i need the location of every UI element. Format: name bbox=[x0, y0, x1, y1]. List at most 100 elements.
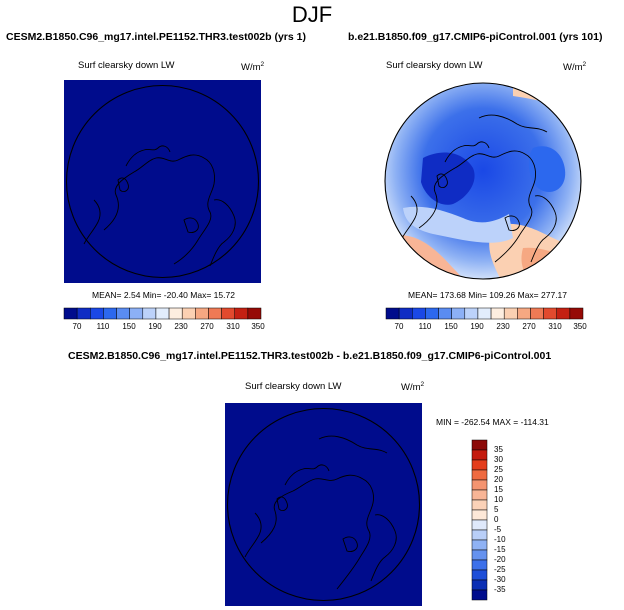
colorbar-swatch bbox=[471, 549, 488, 561]
colorbar-swatch bbox=[471, 589, 488, 601]
colorbar-swatch bbox=[471, 539, 488, 551]
colorbar-swatch bbox=[129, 307, 144, 320]
colorbar-tick: 5 bbox=[494, 505, 499, 514]
colorbar-tick: -35 bbox=[494, 585, 506, 594]
diff-units-label: W/m2 bbox=[401, 381, 425, 394]
colorbar-tick: 230 bbox=[174, 322, 188, 331]
colorbar-swatch bbox=[76, 307, 91, 320]
colorbar-tick: 190 bbox=[470, 322, 484, 331]
cold-region bbox=[528, 146, 566, 192]
left-colorbar bbox=[63, 307, 262, 320]
colorbar-swatch bbox=[471, 459, 488, 471]
left-map-panel bbox=[64, 80, 261, 283]
colorbar-tick: 150 bbox=[444, 322, 458, 331]
colorbar-tick: 110 bbox=[96, 322, 110, 331]
colorbar-tick: 350 bbox=[573, 322, 587, 331]
colorbar-swatch bbox=[471, 509, 488, 521]
colorbar-tick: 35 bbox=[494, 445, 503, 454]
left-units-label: W/m2 bbox=[241, 61, 265, 74]
diff-colorbar bbox=[471, 439, 488, 601]
colorbar-swatch bbox=[464, 307, 479, 320]
colorbar-tick: 270 bbox=[522, 322, 536, 331]
colorbar-tick: 190 bbox=[148, 322, 162, 331]
right-panel-title: b.e21.B1850.f09_g17.CMIP6-piControl.001 … bbox=[348, 31, 603, 43]
diff-panel-title: CESM2.B1850.C96_mg17.intel.PE1152.THR3.t… bbox=[68, 350, 552, 362]
colorbar-tick: 20 bbox=[494, 475, 503, 484]
colorbar-tick: 70 bbox=[72, 322, 82, 331]
colorbar-swatch bbox=[477, 307, 492, 320]
colorbar-tick: 10 bbox=[494, 495, 503, 504]
colorbar-swatch bbox=[471, 569, 488, 581]
colorbar-swatch bbox=[195, 307, 209, 320]
colorbar-swatch bbox=[490, 307, 505, 320]
colorbar-tick: 310 bbox=[226, 322, 240, 331]
colorbar-swatch bbox=[530, 307, 544, 320]
colorbar-tick: 270 bbox=[200, 322, 214, 331]
colorbar-tick: 230 bbox=[496, 322, 510, 331]
colorbar-swatch bbox=[181, 307, 196, 320]
right-colorbar bbox=[385, 307, 584, 320]
colorbar-swatch bbox=[90, 307, 104, 320]
colorbar-tick: 110 bbox=[418, 322, 432, 331]
right-variable-label: Surf clearsky down LW bbox=[386, 60, 483, 71]
right-coastlines bbox=[400, 114, 557, 263]
right-polar-map bbox=[384, 82, 582, 280]
colorbar-tick: 350 bbox=[251, 322, 265, 331]
left-panel-title: CESM2.B1850.C96_mg17.intel.PE1152.THR3.t… bbox=[6, 31, 306, 43]
colorbar-swatch bbox=[471, 449, 488, 461]
cool-region bbox=[403, 206, 513, 243]
colorbar-tick: -30 bbox=[494, 575, 506, 584]
colorbar-tick: -5 bbox=[494, 525, 502, 534]
colorbar-swatch bbox=[168, 307, 183, 320]
colorbar-swatch bbox=[398, 307, 413, 320]
colorbar-tick: 0 bbox=[494, 515, 499, 524]
colorbar-tick: -15 bbox=[494, 545, 506, 554]
diff-stats: MIN = -262.54 MAX = -114.31 bbox=[436, 417, 549, 427]
colorbar-swatch bbox=[385, 307, 400, 320]
colorbar-swatch bbox=[63, 307, 78, 320]
colorbar-tick: 150 bbox=[122, 322, 136, 331]
colorbar-tick: -25 bbox=[494, 565, 506, 574]
diff-map-panel bbox=[225, 403, 422, 606]
colorbar-swatch bbox=[234, 307, 249, 320]
colorbar-swatch bbox=[471, 479, 488, 491]
diff-colorbar-labels: 35 30 25 20 15 10 5 0 -5 -10 -15 -20 -25… bbox=[494, 440, 524, 600]
colorbar-swatch bbox=[142, 307, 157, 320]
colorbar-swatch bbox=[503, 307, 518, 320]
left-stats: MEAN= 2.54 Min= -20.40 Max= 15.72 bbox=[92, 290, 235, 300]
colorbar-swatch bbox=[556, 307, 571, 320]
right-units-label: W/m2 bbox=[563, 61, 587, 74]
left-map-boundary bbox=[65, 84, 260, 279]
colorbar-swatch bbox=[471, 469, 488, 481]
colorbar-swatch bbox=[116, 307, 130, 320]
right-map-boundary bbox=[384, 82, 582, 280]
colorbar-swatch bbox=[471, 559, 488, 571]
left-colorbar-labels: 70 110 150 190 230 270 310 350 bbox=[64, 322, 265, 334]
cold-region bbox=[421, 152, 475, 205]
colorbar-swatch bbox=[543, 307, 557, 320]
colorbar-swatch bbox=[412, 307, 426, 320]
right-stats: MEAN= 173.68 Min= 109.26 Max= 277.17 bbox=[408, 290, 568, 300]
colorbar-tick: -10 bbox=[494, 535, 506, 544]
colorbar-swatch bbox=[247, 307, 262, 320]
diff-polar-map bbox=[226, 407, 421, 602]
colorbar-swatch bbox=[471, 499, 488, 511]
left-coastlines bbox=[83, 145, 236, 267]
season-title: DJF bbox=[291, 2, 333, 27]
diff-map-boundary bbox=[226, 407, 421, 602]
diff-coastlines bbox=[244, 435, 397, 590]
colorbar-tick: -20 bbox=[494, 555, 506, 564]
colorbar-swatch bbox=[517, 307, 531, 320]
colorbar-tick: 30 bbox=[494, 455, 503, 464]
left-variable-label: Surf clearsky down LW bbox=[78, 60, 175, 71]
colorbar-swatch bbox=[569, 307, 584, 320]
colorbar-swatch bbox=[208, 307, 222, 320]
colorbar-swatch bbox=[471, 489, 488, 501]
warm-region bbox=[521, 247, 581, 279]
colorbar-swatch bbox=[438, 307, 452, 320]
right-colorbar-labels: 70 110 150 190 230 270 310 350 bbox=[386, 322, 587, 334]
colorbar-swatch bbox=[103, 307, 117, 320]
diff-variable-label: Surf clearsky down LW bbox=[245, 381, 342, 392]
colorbar-swatch bbox=[451, 307, 466, 320]
colorbar-swatch bbox=[221, 307, 235, 320]
